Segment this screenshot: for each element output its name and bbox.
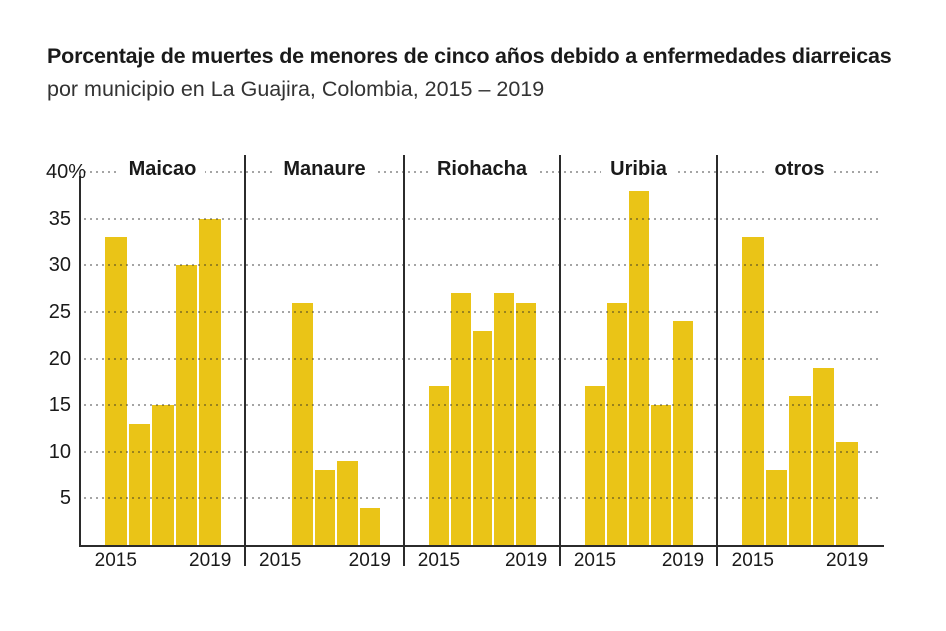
bar-uribia-2018 <box>651 405 671 545</box>
bar-maicao-2019 <box>199 218 221 545</box>
panel-title-row: Maicao <box>80 158 245 181</box>
y-axis-label-5: 5 <box>59 487 71 510</box>
gridline-5 <box>84 497 882 500</box>
bar-riohacha-2015 <box>429 386 449 545</box>
y-axis-label-10: 10 <box>48 440 71 463</box>
panel-title-riohacha: Riohacha <box>427 158 537 181</box>
bar-uribia-2016 <box>607 302 627 545</box>
panel-title-manaure: Manaure <box>274 158 375 181</box>
bar-riohacha-2019 <box>516 302 536 545</box>
bar-otros-2018 <box>812 367 835 545</box>
bar-riohacha-2016 <box>450 293 471 545</box>
bar-otros-2016 <box>765 470 788 545</box>
panel-maicao: Maicao 2015 2019 <box>80 158 245 571</box>
panel-title-uribia: Uribia <box>601 158 676 181</box>
y-axis-label-25: 25 <box>48 300 71 323</box>
x-tick-label-uribia-2015: 2015 <box>573 550 617 571</box>
bar-maicao-2017 <box>152 405 174 545</box>
bar-uribia-2015 <box>585 386 605 545</box>
panel-title-maicao: Maicao <box>119 158 206 181</box>
x-tick-label-riohacha-2019: 2019 <box>504 550 548 571</box>
chart-title: Porcentaje de muertes de menores de cinc… <box>47 44 892 68</box>
gridline-25 <box>84 310 882 313</box>
bar-riohacha-2017 <box>472 330 493 545</box>
y-axis-label-20: 20 <box>48 347 71 370</box>
y-axis-line <box>79 176 81 547</box>
y-axis-label-30: 30 <box>48 254 71 277</box>
x-tick-label-otros-2019: 2019 <box>826 550 869 571</box>
x-tick-label-riohacha-2015: 2015 <box>417 550 461 571</box>
panel-otros: otros 2015 2019 <box>717 158 882 571</box>
panel-divider <box>403 155 405 566</box>
gridline-15 <box>84 404 882 407</box>
panel-title-row: Uribia <box>560 158 717 181</box>
y-axis-label-40: 40% <box>45 161 86 183</box>
x-tick-label-maicao-2015: 2015 <box>94 550 137 571</box>
x-axis-line <box>79 545 884 547</box>
panel-divider <box>716 155 718 566</box>
y-axis-label-15: 15 <box>48 394 71 417</box>
panel-manaure: Manaure 2015 2019 <box>245 158 404 571</box>
x-tick-label-uribia-2019: 2019 <box>661 550 705 571</box>
bar-riohacha-2018 <box>494 293 515 545</box>
gridline-35 <box>84 217 882 220</box>
bar-uribia-2017 <box>629 190 649 545</box>
gridline-30 <box>84 264 882 267</box>
bar-manaure-2017 <box>314 470 336 545</box>
bar-maicao-2016 <box>128 423 151 545</box>
bar-maicao-2018 <box>175 265 198 545</box>
x-tick-label-maicao-2019: 2019 <box>189 550 232 571</box>
chart-subtitle: por municipio en La Guajira, Colombia, 2… <box>47 77 545 101</box>
panel-riohacha: Riohacha 2015 2019 <box>404 158 560 571</box>
x-tick-label-manaure-2019: 2019 <box>348 550 391 571</box>
panel-title-otros: otros <box>765 158 834 181</box>
panel-divider <box>244 155 246 566</box>
x-tick-label-otros-2015: 2015 <box>731 550 774 571</box>
gridline-10 <box>84 450 882 453</box>
bar-otros-2019 <box>836 442 858 545</box>
bar-manaure-2019 <box>359 507 380 545</box>
bar-manaure-2018 <box>337 461 358 545</box>
panel-title-row: Manaure <box>245 158 404 181</box>
bar-manaure-2016 <box>292 302 313 545</box>
bar-otros-2015 <box>742 237 764 545</box>
y-axis-label-35: 35 <box>48 207 71 230</box>
x-tick-label-manaure-2015: 2015 <box>259 550 302 571</box>
bar-maicao-2015 <box>105 237 127 545</box>
bar-otros-2017 <box>789 395 811 545</box>
panel-uribia: Uribia 2015 2019 <box>560 158 717 571</box>
panel-title-row: otros <box>717 158 882 181</box>
panel-divider <box>559 155 561 566</box>
gridline-20 <box>84 357 882 360</box>
bar-uribia-2019 <box>673 321 693 545</box>
panel-title-row: Riohacha <box>404 158 560 181</box>
